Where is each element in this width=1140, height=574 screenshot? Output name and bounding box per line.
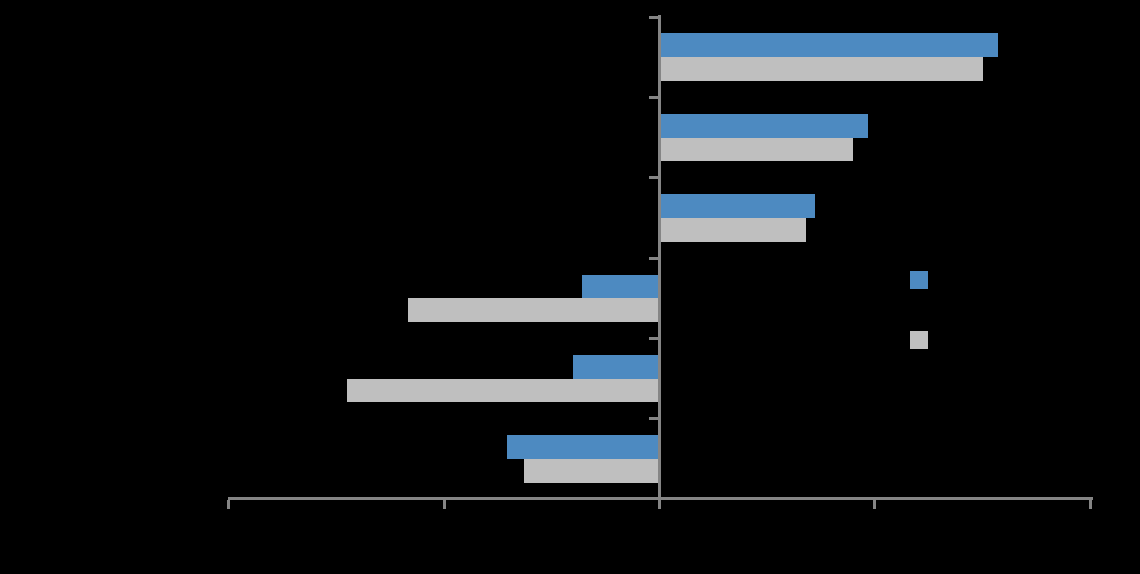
bar-blue-group4 [581,274,660,299]
x-axis-tick [1088,500,1092,509]
y-axis-line [658,15,661,507]
x-axis-line [228,497,1093,500]
bar-gray-group4 [407,298,660,322]
category-tick [649,176,661,180]
bar-gray-group1 [659,57,983,81]
x-axis-tick [873,500,877,509]
bar-blue-group5 [573,354,660,379]
bar-gray-group3 [659,217,806,242]
bar-blue-group1 [659,33,998,58]
category-tick [649,15,661,19]
category-tick [649,95,661,99]
bar-gray-group5 [347,378,660,403]
category-tick [649,256,661,260]
category-tick [649,336,661,340]
bar-blue-group2 [659,113,869,138]
bar-gray-group2 [659,137,854,162]
x-axis-tick [658,500,661,509]
bar-blue-group6 [506,435,660,459]
x-axis-tick [227,500,231,509]
category-tick [649,417,661,421]
bar-blue-group3 [659,194,815,218]
bar-gray-group6 [523,458,660,483]
x-axis-tick [442,500,446,509]
legend-swatch-gray [910,331,928,349]
legend-swatch-blue [910,271,928,289]
